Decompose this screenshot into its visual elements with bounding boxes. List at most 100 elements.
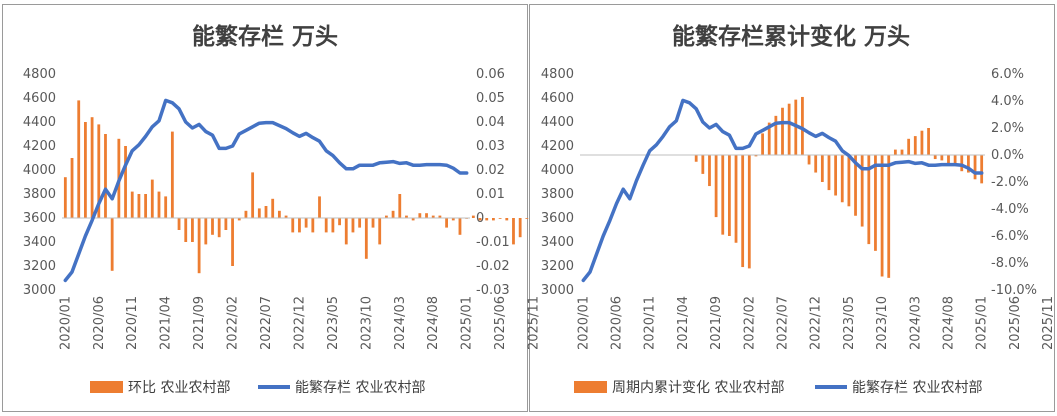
- right-x-tick-label: 2025/11: [1041, 296, 1056, 350]
- right-bar: [801, 96, 804, 155]
- left-bar: [90, 117, 94, 218]
- right-bar: [947, 155, 950, 164]
- right-right-axis-tick: 4.0%: [991, 94, 1024, 109]
- right-left-axis-tick: 3400: [541, 235, 574, 250]
- left-bar: [264, 206, 268, 218]
- left-x-tick-label: 2025/01: [460, 296, 475, 350]
- right-bar: [953, 155, 957, 166]
- left-left-axis-tick: 4200: [23, 139, 56, 154]
- left-right-axis-tick: -0.01: [476, 235, 510, 250]
- left-bar: [124, 146, 127, 218]
- right-x-tick-label: 2023/10: [875, 296, 890, 350]
- left-left-axis-tick: 4000: [23, 163, 56, 178]
- left-bar: [498, 218, 502, 219]
- left-bar: [257, 208, 261, 218]
- right-right-axis-tick: -6.0%: [991, 229, 1029, 244]
- chart-right-legend: 周期内累计变化 农业农村部 能繁存栏 农业农村部: [574, 380, 982, 396]
- left-bar: [150, 179, 154, 218]
- left-x-tick-label: 2024/03: [393, 296, 408, 350]
- left-bar: [311, 218, 315, 233]
- left-bar: [97, 124, 101, 218]
- left-bar: [197, 218, 201, 274]
- left-bar: [211, 218, 214, 235]
- left-bar: [358, 218, 362, 228]
- right-right-axis-tick: -4.0%: [991, 202, 1029, 217]
- left-right-axis-tick: -0.02: [476, 259, 510, 274]
- left-bar: [110, 218, 114, 271]
- left-bar: [351, 218, 355, 233]
- right-bar: [960, 155, 964, 172]
- left-bar: [177, 218, 181, 230]
- right-bar: [920, 130, 924, 155]
- left-bar: [471, 215, 475, 218]
- right-bar: [721, 155, 725, 235]
- left-bar: [130, 191, 134, 218]
- left-bar: [237, 218, 241, 221]
- right-bar: [708, 155, 711, 187]
- right-right-axis-tick: -10.0%: [991, 283, 1037, 298]
- right-bar: [727, 155, 731, 236]
- left-x-tick-label: 2021/04: [159, 296, 174, 350]
- left-bar: [331, 218, 335, 233]
- left-bar: [405, 215, 408, 218]
- right-right-axis-tick: -8.0%: [991, 256, 1029, 271]
- left-x-tick-label: 2023/05: [326, 296, 341, 350]
- right-bar: [867, 155, 871, 245]
- left-x-tick-label: 2022/02: [226, 296, 241, 350]
- right-bar: [840, 155, 844, 203]
- left-bar: [384, 215, 388, 218]
- right-bar: [973, 155, 977, 180]
- left-bar: [77, 100, 81, 218]
- right-bar: [827, 155, 831, 191]
- right-x-tick-label: 2022/02: [742, 296, 757, 350]
- right-bar: [814, 155, 818, 173]
- left-bar: [291, 218, 295, 233]
- right-bar: [734, 155, 738, 243]
- left-bar: [224, 218, 228, 230]
- right-left-axis-tick: 4400: [541, 115, 574, 130]
- right-left-axis-tick: 3200: [541, 259, 574, 274]
- right-bar: [933, 155, 937, 160]
- left-bar: [505, 218, 509, 221]
- legend-right-bar-swatch: [574, 381, 607, 393]
- left-bar: [157, 191, 161, 218]
- right-left-axis-tick: 3800: [541, 187, 574, 202]
- left-x-tick-label: 2022/07: [259, 296, 274, 350]
- right-x-tick-label: 2021/04: [676, 296, 691, 350]
- left-bar: [164, 196, 168, 218]
- left-bar: [184, 218, 188, 242]
- right-x-tick-label: 2022/12: [809, 296, 824, 350]
- left-left-axis-tick: 4800: [23, 67, 56, 82]
- left-x-tick-label: 2025/06: [493, 296, 508, 350]
- right-bar: [781, 107, 784, 155]
- right-bar: [900, 149, 904, 155]
- left-left-axis-tick: 3000: [23, 283, 56, 298]
- left-bar: [144, 194, 148, 218]
- right-x-tick-label: 2025/06: [1008, 296, 1023, 350]
- left-bar: [217, 218, 221, 238]
- right-bar: [820, 155, 824, 182]
- left-bar: [451, 218, 455, 221]
- left-left-axis-tick: 3600: [23, 211, 56, 226]
- left-right-axis-tick: -0.03: [476, 283, 510, 298]
- right-bar: [847, 155, 851, 207]
- right-x-tick-label: 2020/11: [643, 296, 658, 350]
- right-left-axis-tick: 3600: [541, 211, 574, 226]
- left-right-axis-tick: 0.06: [476, 67, 505, 82]
- left-bar: [271, 198, 275, 218]
- left-right-axis-tick: 0.03: [476, 139, 505, 154]
- left-x-tick-label: 2024/08: [426, 296, 441, 350]
- left-bar: [425, 213, 428, 218]
- legend-left-line-label: 能繁存栏 农业农村部: [295, 380, 425, 396]
- right-x-tick-label: 2025/01: [975, 296, 990, 350]
- left-left-axis-tick: 4400: [23, 115, 56, 130]
- left-bar: [525, 218, 529, 219]
- left-bar: [63, 177, 67, 218]
- chart-right-plot: 3000 3200 3400 3600 3800 4000 4200 4400 4600 4800…: [541, 67, 1056, 350]
- right-bar: [893, 149, 897, 155]
- right-bar: [940, 155, 944, 161]
- right-left-axis-tick: 4200: [541, 139, 574, 154]
- right-bar: [714, 155, 718, 218]
- left-bar: [324, 218, 328, 233]
- left-bar: [478, 218, 482, 221]
